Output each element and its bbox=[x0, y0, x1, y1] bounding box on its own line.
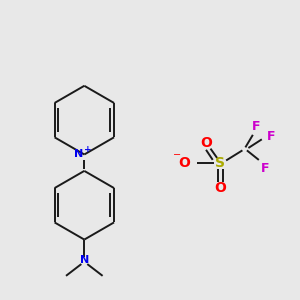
Text: O: O bbox=[200, 136, 212, 150]
Text: O: O bbox=[214, 181, 226, 195]
Text: −: − bbox=[173, 150, 181, 160]
Text: +: + bbox=[84, 145, 92, 154]
Text: S: S bbox=[215, 156, 225, 170]
Text: F: F bbox=[252, 120, 260, 133]
Text: N: N bbox=[74, 149, 84, 159]
Text: F: F bbox=[260, 162, 269, 175]
Text: O: O bbox=[178, 156, 190, 170]
Text: F: F bbox=[266, 130, 275, 143]
Text: N: N bbox=[80, 256, 89, 266]
